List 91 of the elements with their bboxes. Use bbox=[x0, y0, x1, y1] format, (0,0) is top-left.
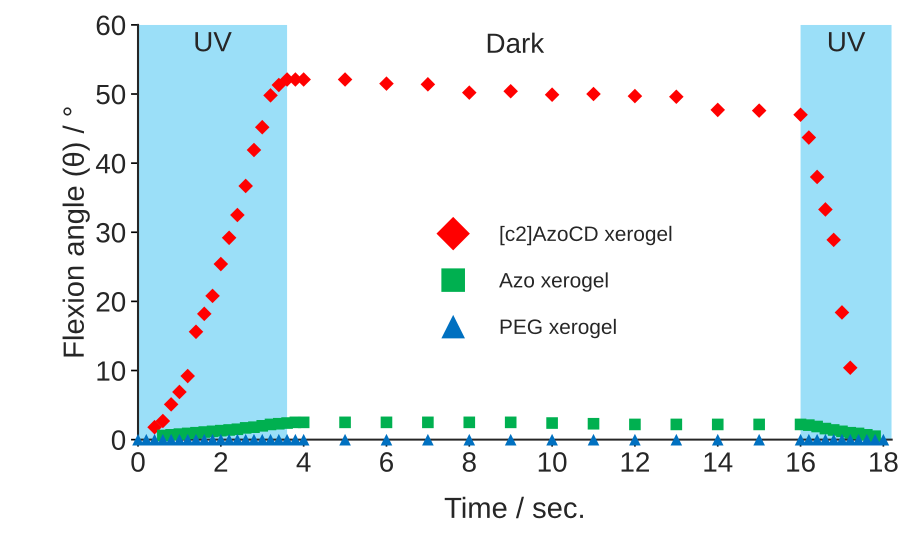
point bbox=[794, 434, 806, 446]
y-tick-label: 10 bbox=[97, 361, 126, 381]
point bbox=[463, 416, 476, 428]
point bbox=[380, 434, 392, 446]
band-label: UV bbox=[828, 32, 866, 52]
point bbox=[753, 434, 765, 446]
y-tick-label: 30 bbox=[96, 222, 126, 243]
point bbox=[248, 434, 260, 446]
point bbox=[338, 72, 352, 87]
point bbox=[836, 434, 848, 446]
y-axis-title: Flexion angle (θ) / ° bbox=[62, 107, 90, 356]
point bbox=[164, 397, 178, 412]
point bbox=[588, 418, 600, 430]
point bbox=[132, 434, 144, 446]
x-tick-label: 18 bbox=[870, 452, 898, 472]
point bbox=[546, 434, 558, 446]
point bbox=[222, 230, 236, 246]
y-tick-label: 40 bbox=[96, 154, 126, 174]
x-tick-label: 4 bbox=[296, 452, 311, 472]
point bbox=[339, 434, 351, 446]
x-tick-label: 14 bbox=[704, 452, 732, 472]
y-tick-label: 0 bbox=[112, 430, 126, 450]
point bbox=[752, 103, 766, 118]
point bbox=[264, 434, 276, 446]
x-tick-label: 8 bbox=[462, 452, 476, 472]
x-tick-label: 12 bbox=[622, 452, 649, 472]
point bbox=[462, 85, 477, 100]
point bbox=[422, 416, 434, 428]
point bbox=[147, 420, 162, 434]
x-tick-label: 6 bbox=[380, 452, 393, 472]
y-tick-label: 20 bbox=[96, 292, 126, 312]
legend-label: Azo xerogel bbox=[499, 272, 608, 292]
point bbox=[712, 418, 724, 430]
point bbox=[669, 89, 684, 104]
point bbox=[246, 142, 262, 158]
point bbox=[254, 120, 270, 134]
legend-label: [c2]AzoCD xerogel bbox=[500, 226, 672, 246]
point bbox=[670, 434, 682, 446]
x-tick-label: 2 bbox=[214, 452, 228, 472]
point bbox=[272, 78, 286, 92]
point bbox=[629, 418, 641, 430]
point bbox=[588, 434, 600, 446]
point bbox=[710, 102, 726, 118]
point bbox=[238, 178, 253, 194]
point bbox=[670, 418, 682, 430]
x-tick-label: 0 bbox=[131, 452, 145, 472]
annotation: Dark bbox=[488, 32, 544, 54]
point bbox=[205, 288, 220, 304]
point bbox=[810, 170, 824, 184]
point bbox=[206, 434, 218, 446]
point bbox=[380, 416, 392, 428]
point bbox=[793, 107, 808, 122]
x-tick-label: 16 bbox=[787, 452, 815, 472]
point bbox=[420, 77, 436, 92]
point bbox=[230, 208, 245, 222]
point bbox=[712, 434, 724, 446]
point bbox=[586, 86, 601, 102]
point bbox=[504, 434, 517, 446]
point bbox=[802, 130, 816, 145]
point bbox=[753, 418, 765, 430]
point bbox=[422, 434, 434, 446]
point bbox=[190, 434, 202, 446]
point bbox=[628, 88, 642, 104]
point bbox=[214, 256, 228, 272]
point bbox=[503, 84, 518, 99]
point bbox=[629, 434, 641, 446]
point bbox=[298, 416, 310, 428]
point bbox=[878, 434, 890, 446]
point bbox=[818, 202, 833, 217]
point bbox=[196, 306, 212, 322]
point bbox=[263, 88, 278, 103]
point bbox=[172, 384, 187, 400]
point bbox=[842, 360, 858, 376]
point bbox=[826, 232, 841, 248]
band-label: UV bbox=[195, 32, 232, 52]
point bbox=[379, 76, 394, 91]
legend-label: PEG xerogel bbox=[500, 318, 616, 338]
point bbox=[463, 434, 476, 446]
point bbox=[546, 417, 558, 429]
point bbox=[339, 416, 351, 428]
point bbox=[156, 414, 170, 428]
point bbox=[188, 324, 204, 340]
point bbox=[852, 434, 864, 446]
y-tick-label: 50 bbox=[96, 84, 126, 104]
x-axis-title: Time / sec. bbox=[444, 496, 583, 518]
point bbox=[544, 87, 560, 102]
point bbox=[504, 416, 517, 428]
point bbox=[180, 368, 195, 384]
point bbox=[834, 305, 850, 320]
y-tick-label: 60 bbox=[96, 16, 126, 36]
x-tick-label: 10 bbox=[538, 452, 566, 472]
